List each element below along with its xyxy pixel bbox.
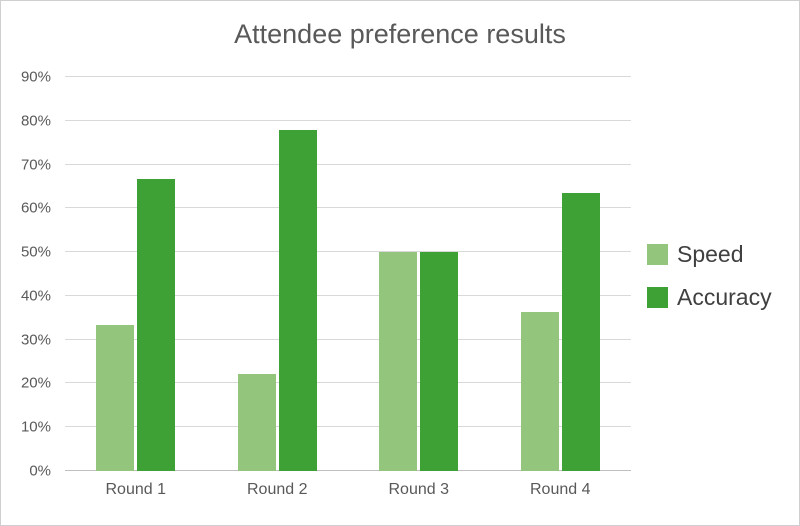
legend-item-accuracy: Accuracy bbox=[647, 284, 772, 311]
y-tick-label: 90% bbox=[20, 68, 51, 86]
x-tick-label: Round 1 bbox=[105, 481, 167, 498]
gridline bbox=[65, 163, 631, 165]
x-tick-label: Round 2 bbox=[247, 481, 308, 498]
y-tick-label: 30% bbox=[20, 331, 51, 349]
gridline bbox=[65, 251, 631, 253]
gridline bbox=[65, 207, 631, 209]
bar-speed-round-3 bbox=[379, 252, 418, 471]
gridline bbox=[65, 294, 631, 296]
y-tick-label: 40% bbox=[20, 287, 51, 305]
bar-accuracy-round-3 bbox=[420, 252, 459, 471]
bar-accuracy-round-4 bbox=[561, 192, 600, 471]
legend-label: Speed bbox=[677, 241, 744, 267]
gridline bbox=[65, 382, 631, 384]
gridline bbox=[65, 76, 631, 77]
bar-speed-round-4 bbox=[520, 311, 559, 471]
y-axis: 0% 10% 20% 30% 40% 50% 60% 70% 80% 90% bbox=[1, 69, 57, 480]
bar-speed-round-1 bbox=[96, 325, 135, 471]
chart-title: Attendee preference results bbox=[234, 19, 566, 49]
y-tick-label: 0% bbox=[29, 462, 51, 480]
legend-item-speed: Speed bbox=[647, 241, 772, 268]
x-axis: Round 1 Round 2 Round 3 Round 4 bbox=[65, 481, 631, 499]
legend-swatch-speed bbox=[647, 244, 668, 265]
y-tick-label: 60% bbox=[20, 199, 51, 217]
y-tick-label: 20% bbox=[20, 374, 51, 392]
x-tick-label: Round 3 bbox=[388, 481, 450, 498]
legend-swatch-accuracy bbox=[647, 287, 668, 308]
y-tick-label: 10% bbox=[20, 418, 51, 436]
y-tick-label: 70% bbox=[20, 156, 51, 174]
legend-label: Accuracy bbox=[677, 284, 772, 310]
plot-area bbox=[65, 76, 632, 471]
x-tick-label: Round 4 bbox=[530, 481, 591, 498]
bar-accuracy-round-1 bbox=[137, 179, 176, 471]
gridline bbox=[65, 119, 631, 121]
bar-group-round-1 bbox=[65, 77, 207, 471]
bar-group-round-3 bbox=[348, 77, 490, 471]
x-axis-line bbox=[65, 470, 631, 471]
y-tick-label: 50% bbox=[20, 243, 51, 261]
bar-accuracy-round-2 bbox=[278, 130, 317, 471]
y-tick-label: 80% bbox=[20, 112, 51, 130]
bar-speed-round-2 bbox=[237, 373, 276, 471]
gridline bbox=[65, 338, 631, 340]
gridline bbox=[65, 426, 631, 428]
bar-group-round-4 bbox=[490, 77, 632, 471]
legend: Speed Accuracy bbox=[647, 241, 772, 311]
bar-group-round-2 bbox=[207, 77, 349, 471]
